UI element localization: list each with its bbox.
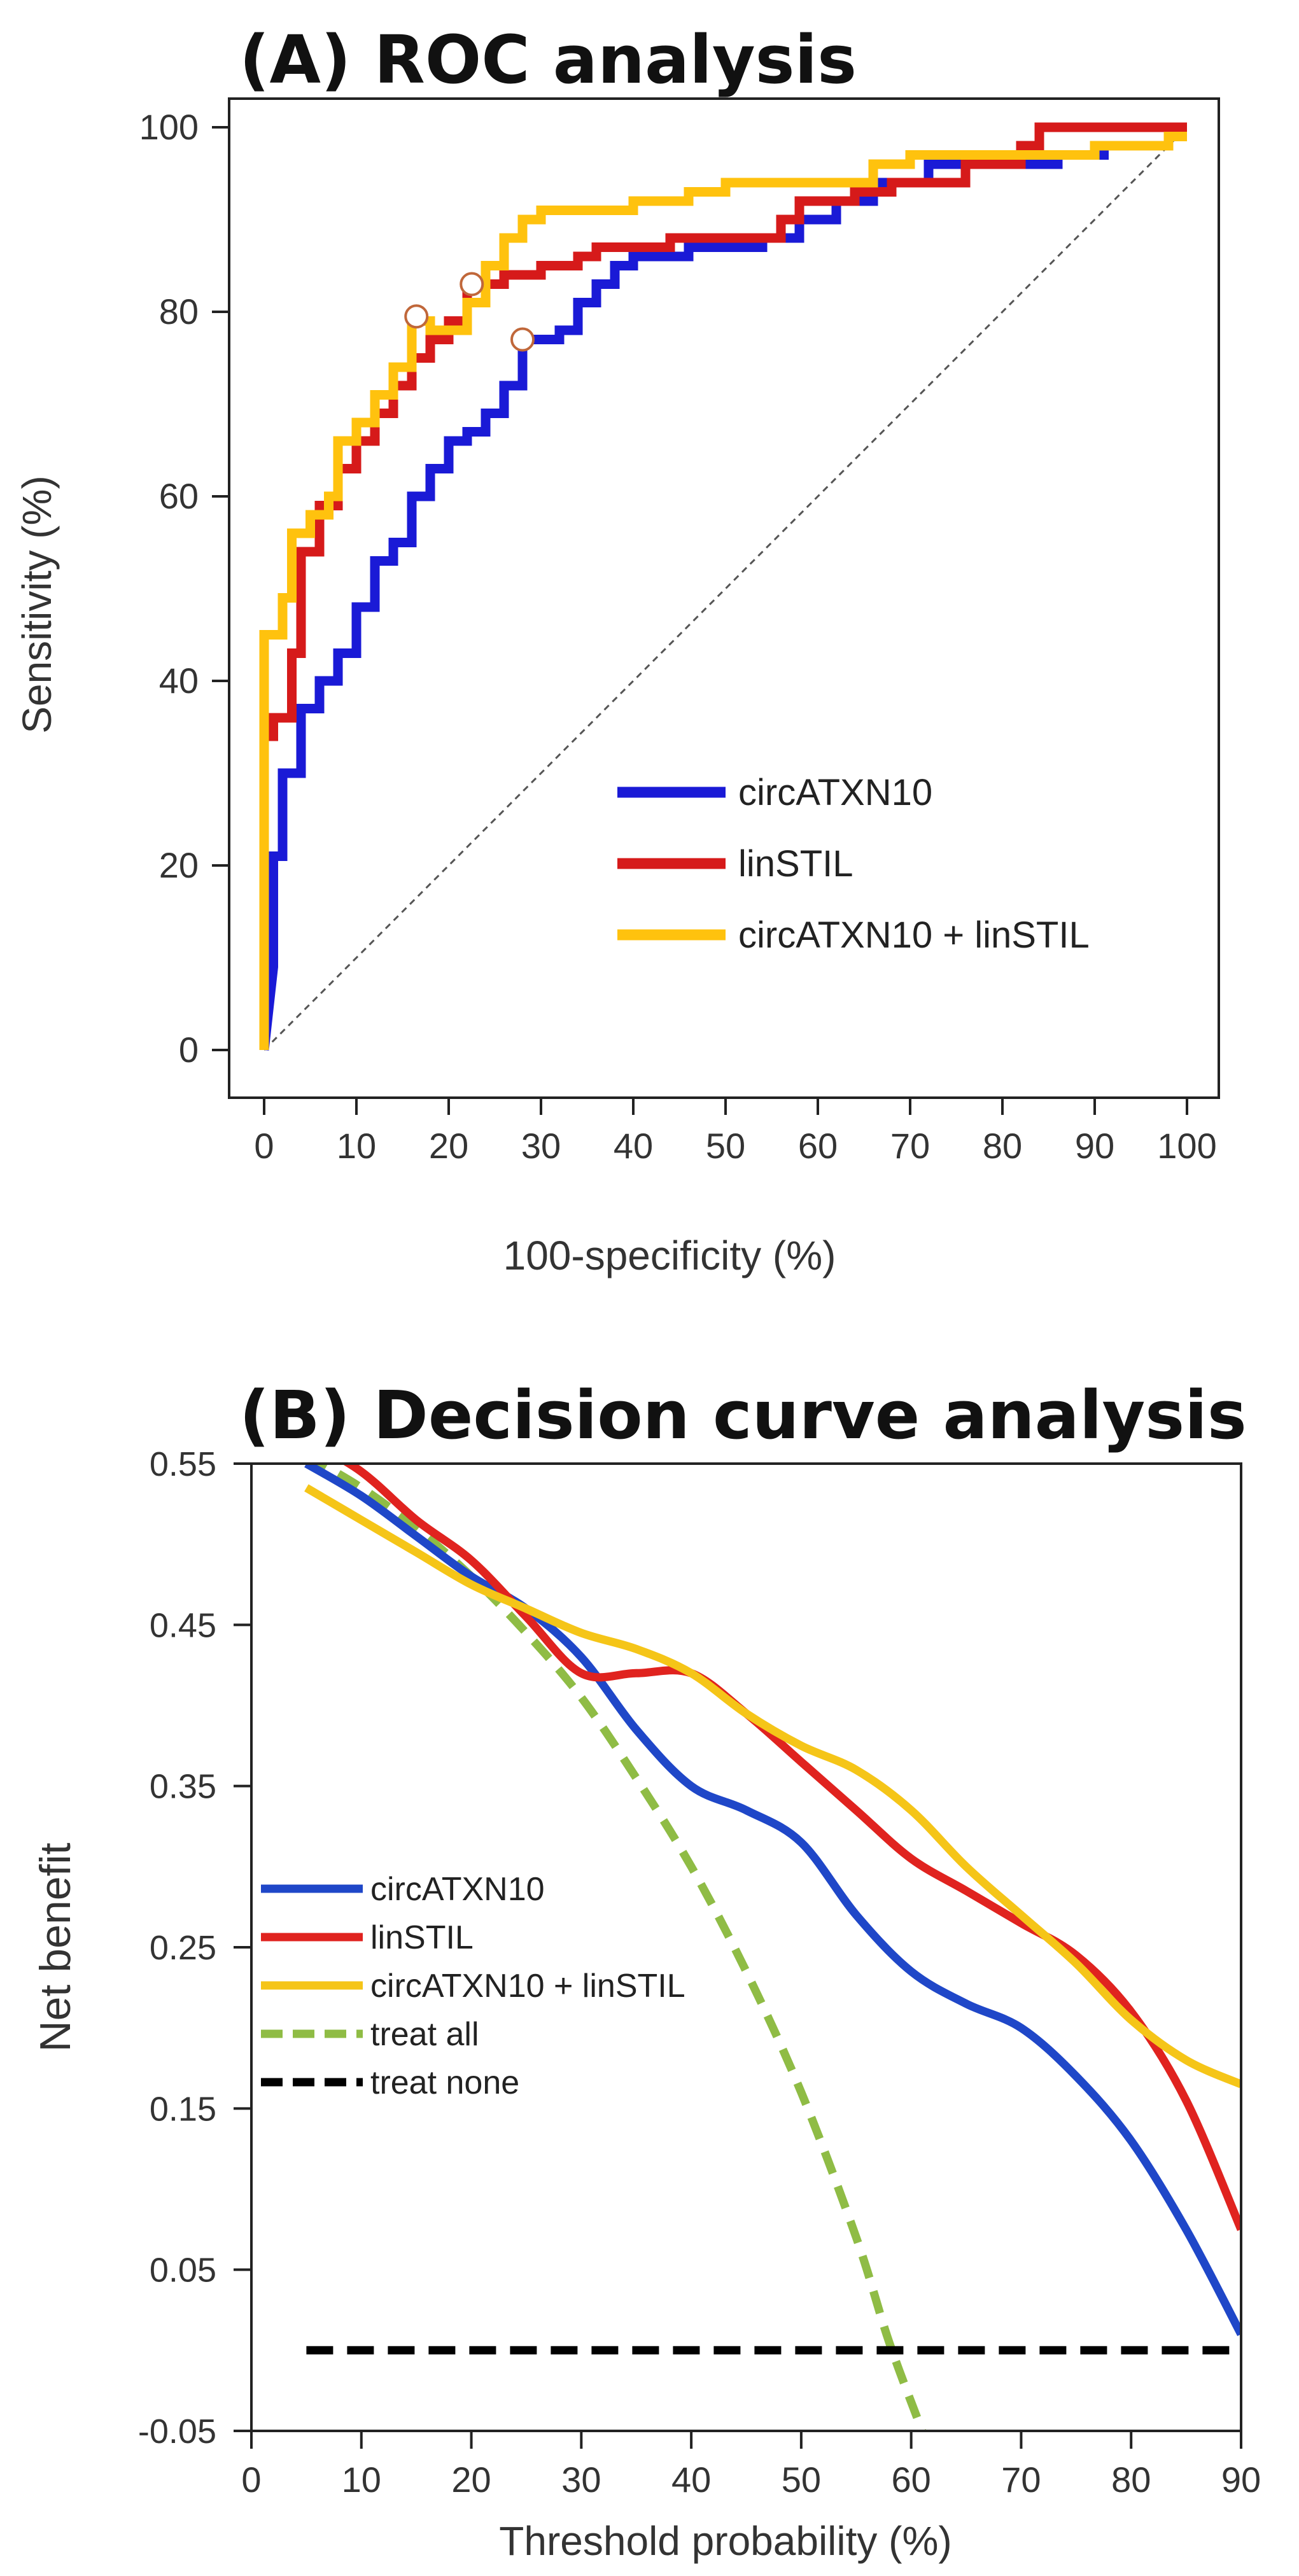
dca-y-axis-label: Net benefit: [31, 1842, 80, 2052]
roc-cutoff-marker-1: [460, 272, 484, 297]
roc-cutoff-marker-2: [510, 327, 535, 352]
roc-x-tick-label: 0: [254, 1126, 274, 1166]
roc-x-tick-label: 90: [1075, 1126, 1114, 1166]
roc-series-line-2: [259, 132, 1187, 1050]
dca-series-line-3: [314, 1465, 926, 2430]
dca-x-tick-label: 30: [561, 2460, 601, 2500]
roc-x-tick-label: 80: [983, 1126, 1022, 1166]
roc-cutoff-marker-0: [404, 304, 429, 329]
dca-x-tick-label: 80: [1111, 2460, 1151, 2500]
roc-y-ticks: 0 20 40 60 80 100: [139, 107, 229, 1070]
dca-title: (B) Decision curve analysis: [239, 1376, 1247, 1454]
dca-x-axis-label: Threshold probability (%): [499, 2518, 951, 2564]
dca-series-line-1: [343, 1465, 1240, 2231]
roc-y-tick-label: 40: [159, 661, 199, 701]
roc-series-line-0: [259, 146, 1109, 1051]
dca-legend-label-4: treat none: [370, 2064, 519, 2101]
dca-y-tick-label: 0.05: [150, 2251, 216, 2290]
dca-legend: circATXN10 linSTIL circATXN10 + linSTIL tre…: [261, 1871, 685, 2101]
dca-series: [304, 1465, 1240, 2430]
dca-x-tick-label: 90: [1221, 2460, 1261, 2500]
roc-legend: circATXN10 linSTIL circATXN10 + linSTIL: [617, 772, 1090, 956]
roc-y-tick-label: 100: [139, 107, 199, 147]
roc-y-tick-label: 20: [159, 845, 199, 885]
roc-x-tick-label: 60: [798, 1126, 838, 1166]
roc-x-tick-label: 30: [521, 1126, 561, 1166]
dca-y-tick-label: 0.15: [150, 2090, 216, 2128]
roc-x-ticks: 0 10 20 30 40 50 60 70 80 90 100: [254, 1098, 1217, 1166]
roc-x-tick-label: 40: [614, 1126, 653, 1166]
roc-x-tick-label: 20: [429, 1126, 468, 1166]
dca-series-line-0: [304, 1465, 1240, 2337]
roc-x-tick-label: 10: [337, 1126, 376, 1166]
dca-x-tick-label: 0: [241, 2460, 261, 2500]
roc-x-axis-label: 100-specificity (%): [503, 1233, 836, 1278]
dca-series-line-2: [304, 1484, 1240, 2089]
dca-x-tick-label: 50: [782, 2460, 821, 2500]
roc-title: (A) ROC analysis: [239, 21, 857, 99]
dca-legend-label-1: linSTIL: [370, 1919, 474, 1956]
dca-legend-label-0: circATXN10: [370, 1871, 545, 1908]
dca-legend-label-3: treat all: [370, 2016, 479, 2053]
dca-x-tick-label: 40: [671, 2460, 711, 2500]
dca-y-tick-label: -0.05: [138, 2412, 216, 2451]
dca-legend-label-2: circATXN10 + linSTIL: [370, 1968, 685, 2005]
dca-panel: (B) Decision curve analysis 0 10 20 30 40 50 6…: [31, 1376, 1261, 2564]
roc-legend-label-0: circATXN10: [738, 772, 932, 813]
roc-y-tick-label: 80: [159, 291, 199, 332]
roc-legend-label-1: linSTIL: [738, 843, 853, 885]
dca-y-tick-label: 0.55: [150, 1445, 216, 1483]
dca-x-tick-label: 70: [1001, 2460, 1041, 2500]
roc-y-tick-label: 0: [179, 1030, 199, 1070]
roc-plot-frame: [228, 97, 1220, 1099]
roc-x-tick-label: 100: [1157, 1126, 1216, 1166]
dca-y-ticks: -0.05 0.05 0.15 0.25 0.35 0.45 0.55: [138, 1445, 251, 2451]
roc-cutoff-markers: [404, 272, 535, 352]
roc-y-tick-label: 60: [159, 476, 199, 516]
dca-y-tick-label: 0.45: [150, 1606, 216, 1644]
dca-y-tick-label: 0.25: [150, 1929, 216, 1967]
dca-y-tick-label: 0.35: [150, 1768, 216, 1806]
dca-x-ticks: 0 10 20 30 40 50 60 70 80 90: [241, 2431, 1261, 2500]
roc-x-tick-label: 70: [890, 1126, 930, 1166]
roc-panel: (A) ROC analysis 0 10 20 30 40 50 60 70 80 90 100 …: [14, 21, 1220, 1278]
roc-legend-label-2: circATXN10 + linSTIL: [738, 914, 1090, 956]
dca-x-tick-label: 60: [892, 2460, 931, 2500]
dca-x-tick-label: 20: [451, 2460, 491, 2500]
roc-y-axis-label: Sensitivity (%): [14, 475, 60, 733]
dca-x-tick-label: 10: [342, 2460, 381, 2500]
roc-x-tick-label: 50: [706, 1126, 745, 1166]
